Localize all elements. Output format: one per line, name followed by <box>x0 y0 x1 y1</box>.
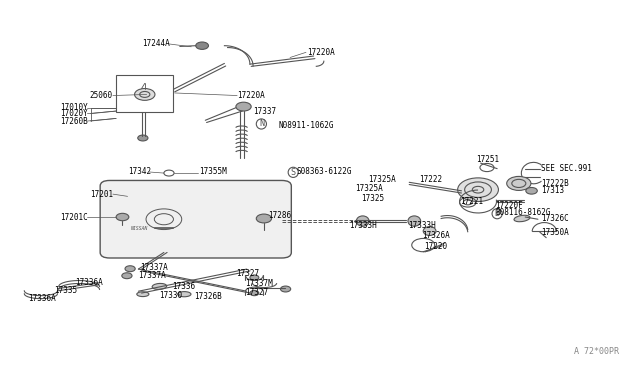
Circle shape <box>280 286 291 292</box>
Text: 17220F: 17220F <box>495 201 523 210</box>
Text: 17020Y: 17020Y <box>60 109 88 118</box>
Text: 17333H: 17333H <box>349 221 376 230</box>
Text: 17220: 17220 <box>424 243 447 251</box>
Text: S08363-6122G: S08363-6122G <box>296 167 352 176</box>
Text: 17336A: 17336A <box>75 278 102 287</box>
Circle shape <box>138 135 148 141</box>
Text: 17325A: 17325A <box>368 175 396 184</box>
Text: 17201C: 17201C <box>60 212 88 221</box>
Text: 17333H: 17333H <box>408 221 436 230</box>
Text: 17350A: 17350A <box>541 228 569 237</box>
Text: A 72*00PR: A 72*00PR <box>575 347 620 356</box>
Ellipse shape <box>356 216 369 226</box>
Text: B: B <box>495 209 500 218</box>
Circle shape <box>526 187 538 194</box>
Text: 17326B: 17326B <box>194 292 221 301</box>
Text: 17325: 17325 <box>362 194 385 203</box>
Circle shape <box>134 89 155 100</box>
Circle shape <box>250 291 259 296</box>
Text: 17337A: 17337A <box>138 271 166 280</box>
Circle shape <box>122 273 132 279</box>
Ellipse shape <box>514 215 530 222</box>
Text: 17286: 17286 <box>268 211 291 220</box>
Text: 17220A: 17220A <box>237 91 265 100</box>
Text: 17260B: 17260B <box>60 116 88 125</box>
Text: B08116-8162G: B08116-8162G <box>495 208 551 217</box>
Circle shape <box>196 42 209 49</box>
Circle shape <box>250 275 259 280</box>
Text: 17337A: 17337A <box>140 263 168 272</box>
Text: 17327: 17327 <box>236 269 259 278</box>
Circle shape <box>125 266 135 272</box>
Text: 17221: 17221 <box>460 197 483 206</box>
Text: 17335: 17335 <box>54 286 77 295</box>
Text: 17336: 17336 <box>172 282 195 291</box>
FancyBboxPatch shape <box>100 180 291 258</box>
Text: SEE SEC.991: SEE SEC.991 <box>541 164 592 173</box>
Ellipse shape <box>152 283 166 289</box>
Text: 17222B: 17222B <box>541 179 569 187</box>
Text: N: N <box>259 119 264 128</box>
Text: 17220A: 17220A <box>307 48 335 57</box>
Text: 17342: 17342 <box>128 167 151 176</box>
Circle shape <box>507 176 531 190</box>
Text: S: S <box>291 168 296 177</box>
Circle shape <box>256 214 271 223</box>
Text: 17244A: 17244A <box>143 39 170 48</box>
Text: 17251: 17251 <box>476 155 499 164</box>
Text: 17222: 17222 <box>419 175 442 184</box>
Text: 17325A: 17325A <box>355 185 383 193</box>
Ellipse shape <box>137 292 149 296</box>
Text: 17326C: 17326C <box>541 214 569 223</box>
Circle shape <box>236 102 251 111</box>
Circle shape <box>458 178 499 202</box>
Ellipse shape <box>423 227 436 235</box>
Text: NISSAN: NISSAN <box>130 226 147 231</box>
Text: 17201: 17201 <box>90 190 113 199</box>
Text: 17326A: 17326A <box>422 231 450 240</box>
Bar <box>116 75 173 112</box>
Text: 17337M: 17337M <box>246 279 273 288</box>
Ellipse shape <box>408 216 420 226</box>
Text: 17327: 17327 <box>246 288 269 297</box>
Ellipse shape <box>177 292 191 297</box>
Text: N08911-1062G: N08911-1062G <box>278 121 334 130</box>
Circle shape <box>116 213 129 221</box>
Text: 25060: 25060 <box>90 91 113 100</box>
Text: 17355M: 17355M <box>199 167 227 176</box>
Text: 17313: 17313 <box>541 186 564 195</box>
Text: 17010Y: 17010Y <box>60 103 88 112</box>
Text: 17337: 17337 <box>253 106 276 116</box>
Text: 17336A: 17336A <box>28 294 56 303</box>
Text: 17330: 17330 <box>159 291 182 300</box>
